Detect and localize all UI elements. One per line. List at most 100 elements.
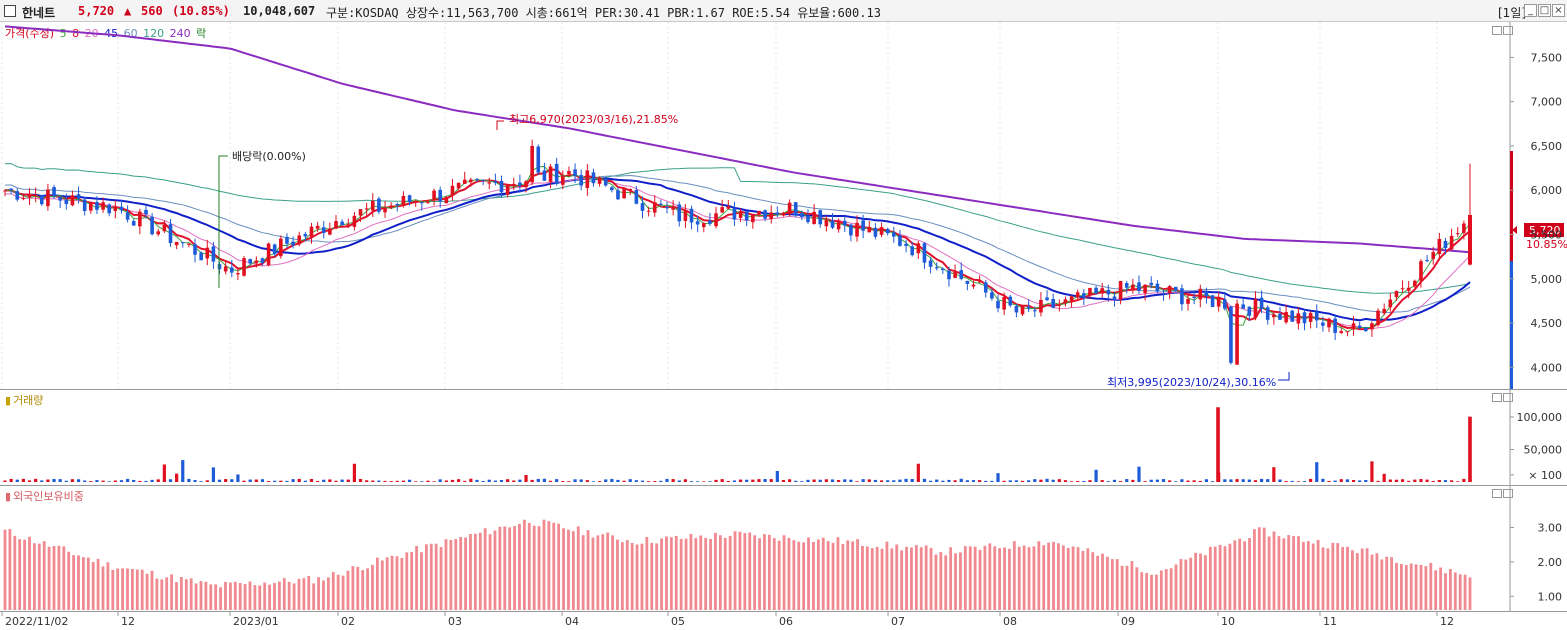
- volume-bar: [383, 480, 387, 482]
- candle-body: [1008, 296, 1013, 306]
- candle-body: [107, 204, 112, 214]
- foreign-bar: [1003, 547, 1006, 610]
- candle-body: [1345, 331, 1350, 333]
- candle-body: [671, 206, 675, 210]
- foreign-bar: [949, 547, 953, 610]
- volume-bar: [947, 479, 951, 482]
- foreign-bar: [248, 581, 252, 610]
- candle-body: [1449, 235, 1454, 250]
- volume-bar: [1100, 480, 1104, 482]
- x-axis-label: 12: [1440, 615, 1454, 628]
- foreign-bar: [1404, 565, 1408, 610]
- legend-ma120[interactable]: 120: [143, 27, 165, 40]
- foreign-bar: [1017, 546, 1021, 610]
- candle-body: [456, 182, 461, 189]
- foreign-title[interactable]: 외국인보유비중: [13, 490, 84, 503]
- foreign-restore-icon[interactable]: [1492, 489, 1502, 498]
- volume-chart[interactable]: 100,000 50,000 × 100: [0, 390, 1567, 486]
- foreign-bar: [1341, 547, 1345, 610]
- candle-body: [1278, 313, 1282, 320]
- volume-bar: [573, 479, 577, 482]
- legend-ma45[interactable]: 45: [104, 27, 119, 40]
- foreign-bar: [145, 573, 149, 610]
- volume-bar: [230, 479, 234, 482]
- volume-bar: [254, 479, 258, 482]
- candle-body: [1186, 298, 1190, 304]
- candle-body: [1296, 313, 1301, 324]
- legend-ex-dividend[interactable]: 락: [196, 27, 207, 40]
- foreign-bar: [1380, 559, 1384, 610]
- stock-name: 한네트: [22, 6, 56, 20]
- volume-bar: [1431, 480, 1435, 482]
- foreign-bar: [405, 552, 409, 610]
- foreign-bar: [106, 562, 110, 610]
- foreign-bar: [1277, 536, 1281, 610]
- foreign-bar: [513, 526, 516, 610]
- candle-body: [830, 220, 835, 228]
- volume-bar: [450, 479, 455, 482]
- foreign-bar: [1120, 565, 1124, 610]
- volume-bar: [285, 480, 289, 482]
- candle-body: [1253, 298, 1258, 318]
- candle-body: [591, 172, 596, 184]
- foreign-bar: [890, 548, 894, 610]
- x-axis-label: 2022/11/02: [5, 615, 68, 628]
- foreign-bar: [1169, 568, 1173, 610]
- volume-bar: [555, 479, 559, 482]
- candle-body: [518, 182, 522, 186]
- legend-ma8[interactable]: 8: [72, 27, 80, 40]
- volume-bar: [837, 480, 841, 482]
- foreign-bar: [415, 545, 418, 610]
- foreign-bar: [1194, 552, 1198, 610]
- price-chart[interactable]: 최고6,970(2023/03/16),21.85% 배당락(0.00%) 최저…: [0, 22, 1567, 390]
- volume-bar: [1161, 479, 1166, 482]
- foreign-bar: [963, 546, 967, 610]
- volume-bar: [199, 481, 203, 482]
- foreign-bar: [1208, 546, 1212, 610]
- candle-body: [438, 189, 443, 202]
- foreign-bar: [1414, 564, 1418, 610]
- foreign-bar: [175, 582, 178, 610]
- volume-bar: [941, 480, 945, 482]
- candle-body: [695, 221, 700, 225]
- period-selector[interactable]: [1일]: [1498, 6, 1527, 20]
- foreign-bar: [973, 546, 977, 610]
- minimize-icon[interactable]: _: [1524, 4, 1537, 17]
- legend-ma5[interactable]: 5: [59, 27, 67, 40]
- foreign-bar: [464, 537, 467, 610]
- volume-bar: [1204, 479, 1209, 482]
- candle-body: [499, 180, 504, 193]
- price-y-tick: 4,500: [1531, 317, 1563, 330]
- volume-bar: [309, 478, 314, 482]
- volume-bar: [95, 480, 99, 482]
- panel-restore-icon[interactable]: [1492, 26, 1502, 35]
- volume-title[interactable]: 거래량: [13, 394, 44, 407]
- foreign-bar: [836, 537, 840, 610]
- candle-body: [1425, 260, 1429, 262]
- volume-bar: [708, 481, 712, 482]
- volume-bar: [542, 478, 547, 482]
- foreign-bar: [782, 535, 786, 610]
- candle-body: [1192, 296, 1196, 299]
- foreign-bar: [728, 535, 732, 610]
- volume-bar: [266, 481, 271, 482]
- foreign-bar: [449, 539, 453, 610]
- volume-bar: [1315, 462, 1319, 482]
- volume-bar: [561, 480, 565, 482]
- legend-ma240[interactable]: 240: [169, 27, 191, 40]
- volume-close-icon[interactable]: [1503, 393, 1513, 402]
- maximize-icon[interactable]: □: [1538, 4, 1551, 17]
- close-icon[interactable]: ×: [1552, 4, 1565, 17]
- volume-restore-icon[interactable]: [1492, 393, 1502, 402]
- volume-bar: [407, 479, 412, 482]
- foreign-chart[interactable]: 3.00 2.00 1.00: [0, 486, 1567, 612]
- foreign-close-icon[interactable]: [1503, 489, 1513, 498]
- volume-bar: [916, 463, 920, 482]
- foreign-bar: [47, 546, 51, 610]
- volume-bar: [1057, 479, 1061, 482]
- candle-body: [52, 187, 56, 197]
- panel-close-icon[interactable]: [1503, 26, 1513, 35]
- foreign-bar: [1375, 553, 1379, 610]
- foreign-bar: [488, 534, 492, 610]
- select-checkbox[interactable]: [4, 5, 16, 17]
